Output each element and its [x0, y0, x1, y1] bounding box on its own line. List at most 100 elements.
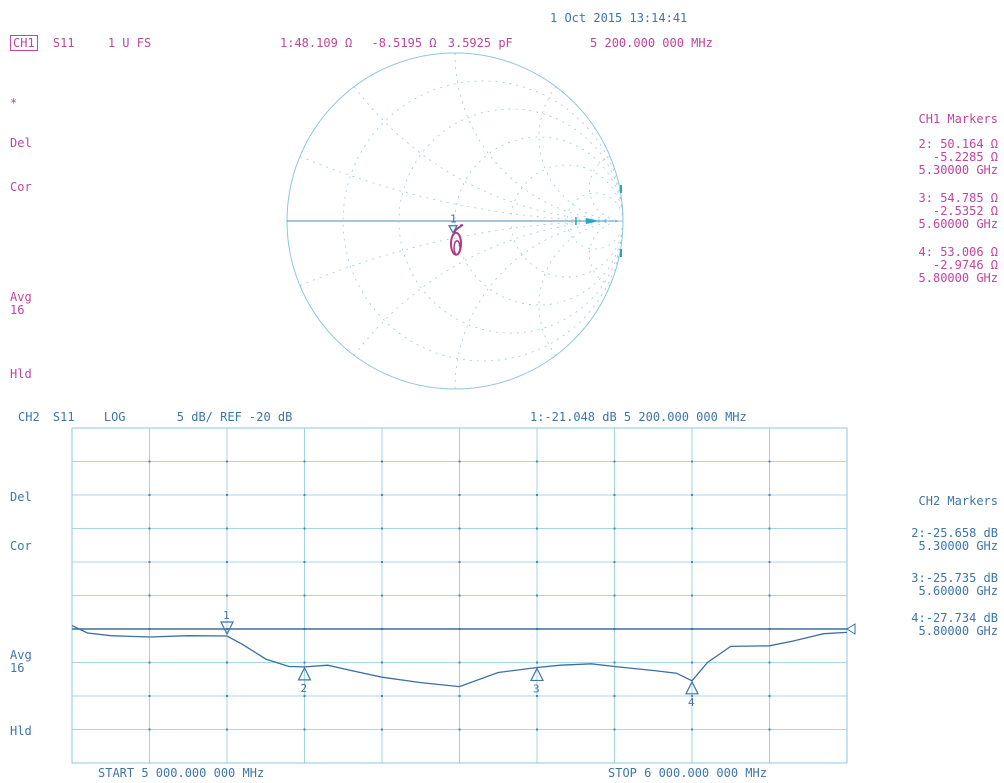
log-grid-dot	[226, 561, 228, 563]
log-grid-dot	[458, 661, 461, 664]
ch2-marker-id: 3:	[911, 571, 926, 585]
smith-reactance-arc	[454, 220, 623, 389]
ch1-readout-freq: 5 200.000 000 MHz	[590, 36, 713, 50]
log-grid-dot	[613, 594, 616, 597]
log-grid-dot	[381, 695, 383, 697]
ch2-flag-hld: Hld	[10, 724, 32, 738]
log-marker-triangle	[685, 680, 699, 695]
log-grid-dot	[148, 594, 151, 597]
log-grid-dot	[458, 628, 461, 630]
smith-reactance-arc	[589, 156, 623, 222]
ch2-marker-readout: 1:-21.048 dB 5 200.000 000 MHz	[530, 410, 747, 424]
log-frame	[71, 427, 848, 764]
ch2-flag-del: Del	[10, 490, 32, 504]
log-grid-dot	[768, 494, 771, 496]
log-grid-dot	[148, 695, 151, 697]
log-grid-dot	[768, 460, 771, 463]
log-trace-line	[71, 625, 848, 688]
log-marker-2: 2	[297, 666, 312, 695]
timestamp: 1 Oct 2015 13:14:41	[550, 11, 688, 25]
start-frequency-label: START 5 000.000 000 MHz	[98, 766, 265, 780]
ch1-readout-c: 3.5925 pF	[447, 36, 513, 50]
ch1-readout-label: 1:	[280, 36, 295, 50]
log-grid-dot	[691, 494, 693, 496]
log-grid-dot	[226, 728, 228, 731]
log-grid-dot	[613, 661, 616, 664]
log-grid-dot	[303, 527, 306, 530]
ch2-marker-id: 4:	[911, 611, 926, 625]
smith-marker-label: 1	[450, 213, 457, 226]
log-grid-dot	[381, 728, 383, 731]
log-grid-dot	[536, 494, 538, 496]
ch2-channel: CH2	[18, 410, 40, 424]
ch2-marker-2: 2:-25.658 dB 5.30000 GHz	[911, 527, 998, 553]
log-grid-dot	[303, 594, 306, 597]
ch1-marker-r: 50.164 Ω	[940, 137, 998, 151]
ch1-marker-id: 3:	[918, 191, 933, 205]
smith-trace: 1	[447, 213, 464, 256]
smith-reactance-arc	[299, 156, 623, 222]
log-grid-dot	[226, 460, 228, 463]
log-grid-dot	[768, 527, 771, 530]
ch2-marker-freq: 5.80000 GHz	[918, 624, 998, 638]
smith-reactance-arc	[354, 86, 623, 222]
log-grid-dot	[458, 695, 461, 697]
log-grid-dot	[303, 460, 306, 463]
log-grid-dot	[148, 628, 151, 630]
ch1-marker-id: 2:	[918, 137, 933, 151]
smith-reactance-arc	[538, 86, 623, 222]
ch1-marker-x: -2.9746 Ω	[932, 258, 998, 272]
log-grid-dot	[613, 494, 616, 496]
log-grid-dot	[768, 661, 771, 664]
log-grid-dot	[613, 695, 616, 697]
ch1-flag-del: Del	[10, 136, 32, 150]
ch1-marker-r: 54.785 Ω	[940, 191, 998, 205]
ch1-marker-x: -5.2285 Ω	[932, 150, 998, 164]
log-grid-dot	[613, 628, 616, 630]
log-grid-dot	[768, 695, 771, 697]
ch1-format: 1 U FS	[107, 36, 152, 50]
log-grid-dot	[458, 494, 461, 496]
smith-reference-arrow	[586, 218, 600, 224]
log-grid-dot	[536, 460, 538, 463]
log-grid-dot	[381, 661, 383, 664]
log-grid-dot	[768, 594, 771, 597]
log-grid-dot	[303, 494, 306, 496]
smith-trace-loop	[453, 239, 461, 256]
log-grid-dot	[226, 695, 228, 697]
log-grid-dot	[303, 661, 306, 664]
log-grid-dot	[536, 527, 538, 530]
ch1-flag-avg: Avg	[10, 290, 32, 304]
log-marker-triangle	[530, 667, 544, 682]
log-grid-dot	[381, 494, 383, 496]
ch2-marker-value: -25.658 dB	[925, 526, 998, 540]
ch1-marker-readout: 1:48.109 Ω -8.5195 Ω 3.5925 pF 5 200.000…	[280, 36, 713, 50]
log-grid-dot	[536, 661, 538, 664]
ch1-flag-hld: Hld	[10, 367, 32, 381]
ch2-param: S11	[52, 410, 75, 424]
ch1-marker-3: 3: 54.785 Ω -2.5352 Ω 5.60000 GHz	[919, 192, 998, 231]
log-marker-label: 1	[223, 609, 230, 622]
log-marker-triangle	[220, 621, 234, 636]
log-grid-dot	[691, 527, 693, 530]
log-grid-dot	[226, 628, 228, 630]
log-marker-3: 3	[530, 667, 544, 695]
log-grid-dot	[148, 561, 151, 563]
log-grid-dot	[303, 561, 306, 563]
ch1-marker-freq: 5.30000 GHz	[918, 163, 998, 177]
ch1-flag-cor: Cor	[10, 180, 32, 194]
log-grid	[71, 427, 856, 764]
ch1-readout-r: 48.109 Ω	[294, 36, 353, 50]
log-marker-label: 4	[688, 696, 695, 709]
log-grid-dot	[148, 460, 151, 463]
log-grid-dot	[613, 561, 616, 563]
log-marker-label: 3	[533, 682, 540, 695]
log-grid-dot	[303, 728, 306, 731]
ch1-flag-avg-count: 16	[10, 303, 25, 317]
log-grid-dot	[226, 594, 228, 597]
log-grid-dot	[536, 594, 538, 597]
log-grid-dot	[536, 695, 538, 697]
ch2-marker-id: 2:	[911, 526, 926, 540]
ch2-marker-3: 3:-25.735 dB 5.60000 GHz	[911, 572, 998, 598]
log-grid-dot	[613, 527, 616, 530]
